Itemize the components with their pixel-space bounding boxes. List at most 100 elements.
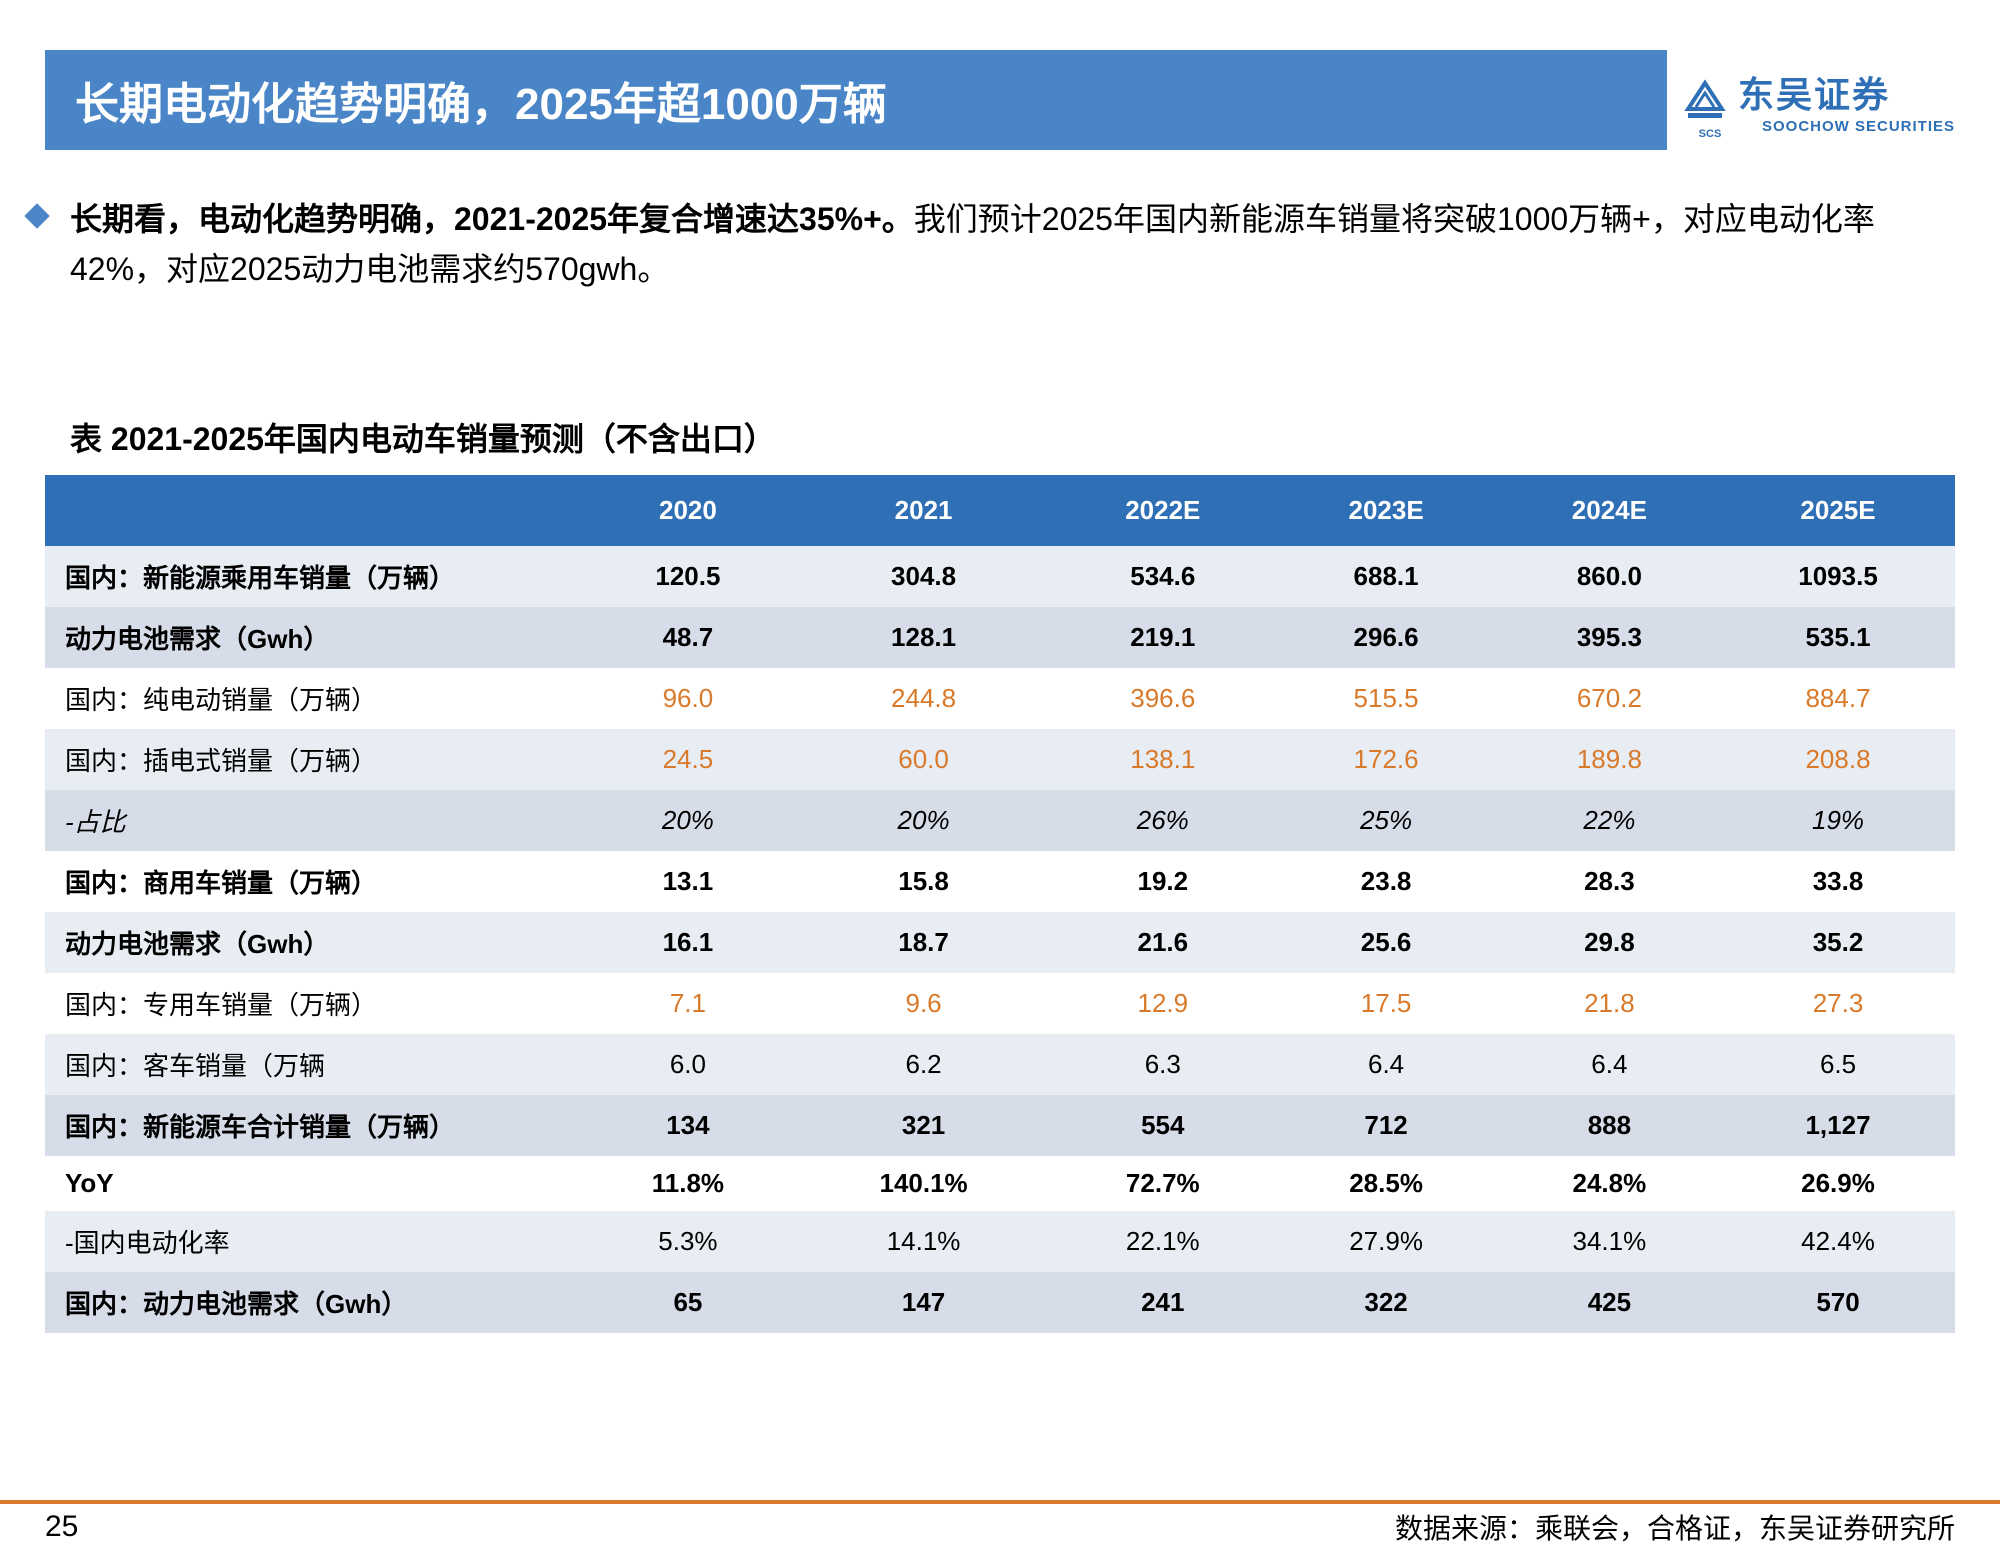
cell: 26.9% — [1721, 1156, 1955, 1211]
cell: 670.2 — [1498, 668, 1721, 729]
cell: 189.8 — [1498, 729, 1721, 790]
table-header-cell: 2024E — [1498, 475, 1721, 546]
cell: 28.5% — [1274, 1156, 1497, 1211]
table-header-row: 202020212022E2023E2024E2025E — [45, 475, 1955, 546]
table-row: 国内：插电式销量（万辆）24.560.0138.1172.6189.8208.8 — [45, 729, 1955, 790]
cell: 6.4 — [1498, 1034, 1721, 1095]
table-body: 国内：新能源乘用车销量（万辆）120.5304.8534.6688.1860.0… — [45, 546, 1955, 1333]
cell: 22% — [1498, 790, 1721, 851]
cell: 172.6 — [1274, 729, 1497, 790]
forecast-table: 202020212022E2023E2024E2025E 国内：新能源乘用车销量… — [45, 475, 1955, 1333]
cell: 884.7 — [1721, 668, 1955, 729]
cell: 25.6 — [1274, 912, 1497, 973]
footer: 25 数据来源：乘联会，合格证，东吴证券研究所 — [0, 1500, 2000, 1550]
cell: 1093.5 — [1721, 546, 1955, 607]
table-header-cell: 2020 — [580, 475, 796, 546]
cell: 23.8 — [1274, 851, 1497, 912]
row-label: YoY — [45, 1156, 580, 1211]
cell: 134 — [580, 1095, 796, 1156]
cell: 21.8 — [1498, 973, 1721, 1034]
cell: 96.0 — [580, 668, 796, 729]
cell: 6.4 — [1274, 1034, 1497, 1095]
table-row: 国内：新能源车合计销量（万辆）1343215547128881,127 — [45, 1095, 1955, 1156]
cell: 1,127 — [1721, 1095, 1955, 1156]
row-label: 国内：插电式销量（万辆） — [45, 729, 580, 790]
cell: 72.7% — [1051, 1156, 1274, 1211]
cell: 34.1% — [1498, 1211, 1721, 1272]
logo-text-en: SOOCHOW SECURITIES — [1762, 118, 1955, 135]
table-row: 国内：专用车销量（万辆）7.19.612.917.521.827.3 — [45, 973, 1955, 1034]
slide: 长期电动化趋势明确，2025年超1000万辆 SCS 东吴证券 SOOCHOW … — [0, 50, 2000, 1550]
cell: 860.0 — [1498, 546, 1721, 607]
cell: 534.6 — [1051, 546, 1274, 607]
cell: 5.3% — [580, 1211, 796, 1272]
cell: 241 — [1051, 1272, 1274, 1333]
cell: 688.1 — [1274, 546, 1497, 607]
cell: 138.1 — [1051, 729, 1274, 790]
page-title: 长期电动化趋势明确，2025年超1000万辆 — [45, 50, 1667, 150]
cell: 6.0 — [580, 1034, 796, 1095]
cell: 19.2 — [1051, 851, 1274, 912]
logo-text-cn: 东吴证券 — [1738, 66, 1955, 118]
cell: 535.1 — [1721, 607, 1955, 668]
row-label: 国内：商用车销量（万辆） — [45, 851, 580, 912]
table-row: YoY11.8%140.1%72.7%28.5%24.8%26.9% — [45, 1156, 1955, 1211]
table-row: -占比20%20%26%25%22%19% — [45, 790, 1955, 851]
cell: 65 — [580, 1272, 796, 1333]
cell: 17.5 — [1274, 973, 1497, 1034]
cell: 16.1 — [580, 912, 796, 973]
cell: 21.6 — [1051, 912, 1274, 973]
cell: 15.8 — [796, 851, 1051, 912]
cell: 6.2 — [796, 1034, 1051, 1095]
table-header-cell: 2021 — [796, 475, 1051, 546]
cell: 396.6 — [1051, 668, 1274, 729]
cell: 9.6 — [796, 973, 1051, 1034]
logo: SCS 东吴证券 SOOCHOW SECURITIES — [1682, 66, 1955, 135]
cell: 24.8% — [1498, 1156, 1721, 1211]
cell: 147 — [796, 1272, 1051, 1333]
cell: 219.1 — [1051, 607, 1274, 668]
cell: 322 — [1274, 1272, 1497, 1333]
cell: 321 — [796, 1095, 1051, 1156]
row-label: 动力电池需求（Gwh） — [45, 912, 580, 973]
table-row: 动力电池需求（Gwh）48.7128.1219.1296.6395.3535.1 — [45, 607, 1955, 668]
cell: 6.3 — [1051, 1034, 1274, 1095]
data-source: 数据来源：乘联会，合格证，东吴证券研究所 — [1395, 1507, 1955, 1547]
cell: 22.1% — [1051, 1211, 1274, 1272]
cell: 35.2 — [1721, 912, 1955, 973]
cell: 11.8% — [580, 1156, 796, 1211]
title-bar: 长期电动化趋势明确，2025年超1000万辆 SCS 东吴证券 SOOCHOW … — [45, 50, 1955, 150]
bullet-icon — [24, 203, 49, 228]
table-row: 国内：客车销量（万辆6.06.26.36.46.46.5 — [45, 1034, 1955, 1095]
cell: 7.1 — [580, 973, 796, 1034]
cell: 20% — [796, 790, 1051, 851]
cell: 888 — [1498, 1095, 1721, 1156]
cell: 12.9 — [1051, 973, 1274, 1034]
table-row: 国内：纯电动销量（万辆）96.0244.8396.6515.5670.2884.… — [45, 668, 1955, 729]
row-label: 国内：纯电动销量（万辆） — [45, 668, 580, 729]
cell: 14.1% — [796, 1211, 1051, 1272]
table-row: 国内：新能源乘用车销量（万辆）120.5304.8534.6688.1860.0… — [45, 546, 1955, 607]
logo-icon: SCS — [1682, 77, 1728, 123]
cell: 712 — [1274, 1095, 1497, 1156]
cell: 296.6 — [1274, 607, 1497, 668]
cell: 29.8 — [1498, 912, 1721, 973]
cell: 27.9% — [1274, 1211, 1497, 1272]
cell: 26% — [1051, 790, 1274, 851]
row-label: 国内：新能源乘用车销量（万辆） — [45, 546, 580, 607]
cell: 42.4% — [1721, 1211, 1955, 1272]
row-label: 国内：新能源车合计销量（万辆） — [45, 1095, 580, 1156]
row-label: 动力电池需求（Gwh） — [45, 607, 580, 668]
row-label: 国内：客车销量（万辆 — [45, 1034, 580, 1095]
row-label: 国内：专用车销量（万辆） — [45, 973, 580, 1034]
cell: 27.3 — [1721, 973, 1955, 1034]
cell: 244.8 — [796, 668, 1051, 729]
logo-scs: SCS — [1692, 128, 1728, 140]
cell: 28.3 — [1498, 851, 1721, 912]
cell: 140.1% — [796, 1156, 1051, 1211]
row-label: -占比 — [45, 790, 580, 851]
cell: 60.0 — [796, 729, 1051, 790]
table-row: 国内：动力电池需求（Gwh）65147241322425570 — [45, 1272, 1955, 1333]
table-header-cell: 2025E — [1721, 475, 1955, 546]
cell: 554 — [1051, 1095, 1274, 1156]
